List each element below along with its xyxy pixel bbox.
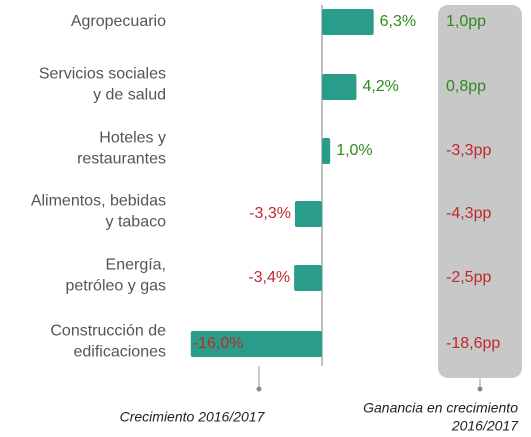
bar — [190, 331, 322, 357]
bar — [294, 265, 322, 291]
category-label: Hoteles y — [99, 130, 166, 147]
gain-label: 1,0pp — [446, 13, 486, 30]
value-label: 6,3% — [380, 13, 416, 30]
category-label: y de salud — [93, 87, 166, 104]
value-label: -3,4% — [248, 269, 290, 286]
category-label: Agropecuario — [71, 13, 166, 30]
category-label: Construcción de — [50, 323, 166, 340]
gain-axis-label: Ganancia en crecimiento — [363, 400, 518, 416]
category-label: Servicios sociales — [39, 66, 166, 83]
value-label: -3,3% — [249, 205, 291, 222]
category-label: petróleo y gas — [65, 278, 166, 295]
x-axis-label: Crecimiento 2016/2017 — [120, 409, 266, 425]
value-label: 4,2% — [362, 78, 398, 95]
gain-label: -2,5pp — [446, 269, 491, 286]
gain-label: -3,3pp — [446, 142, 491, 159]
gain-column-background — [438, 5, 522, 378]
connector-dot — [256, 386, 262, 392]
category-label: restaurantes — [77, 151, 166, 168]
gain-label: -4,3pp — [446, 205, 491, 222]
bar — [322, 138, 331, 164]
category-label: Alimentos, bebidas — [31, 193, 166, 210]
category-label: Energía, — [106, 257, 166, 274]
connector-dot — [477, 386, 483, 392]
category-label: y tabaco — [106, 214, 167, 231]
bar — [322, 74, 357, 100]
bar — [322, 9, 374, 35]
gain-axis-label: 2016/2017 — [451, 418, 519, 434]
value-label: 1,0% — [336, 142, 372, 159]
bar — [294, 201, 322, 227]
value-label: -16,0% — [193, 335, 244, 352]
gain-label: 0,8pp — [446, 78, 486, 95]
category-label: edificaciones — [74, 344, 167, 361]
gain-label: -18,6pp — [446, 335, 500, 352]
